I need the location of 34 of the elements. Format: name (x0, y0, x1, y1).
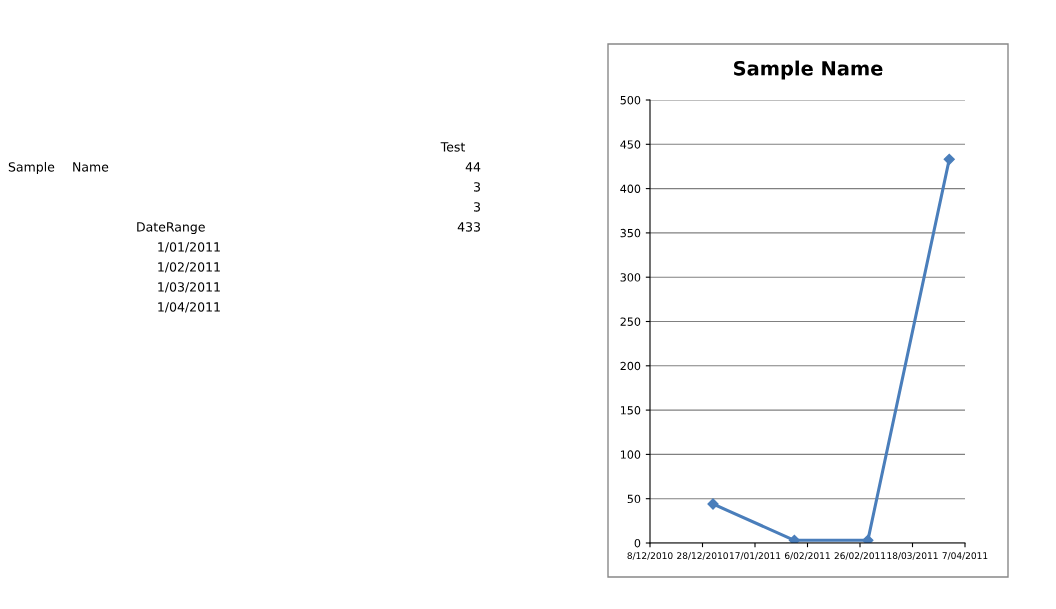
x-tick-label: 7/04/2011 (942, 552, 988, 560)
text: 3 (474, 202, 480, 212)
text: 1/01/2011 (158, 242, 220, 253)
text: DateRange (137, 222, 205, 235)
x-tick-label: 28/12/2010 (677, 552, 728, 560)
text: 1/03/2011 (158, 282, 220, 293)
point (943, 153, 955, 165)
text: 44 (465, 162, 481, 172)
y-tick-label: 0 (634, 538, 641, 548)
x-tick-label: 26/02/2011 (834, 552, 886, 560)
text: Test (440, 142, 466, 152)
y-tick-label: 250 (620, 317, 641, 326)
text: 1/02/2011 (158, 262, 220, 273)
text: 1/04/2011 (158, 302, 220, 313)
text: Name (73, 162, 109, 172)
text: Sample (8, 161, 55, 175)
y-tick-label: 350 (620, 228, 641, 238)
y-tick-label: 50 (627, 494, 641, 504)
point (862, 534, 874, 543)
chart-title: Sample Name (734, 60, 883, 80)
y-tick-label: 500 (620, 95, 641, 105)
y-tick-label: 300 (620, 273, 641, 282)
text: 3 (474, 182, 480, 192)
x-tick-label: 17/01/2011 (729, 552, 781, 560)
y-tick-label: 100 (620, 450, 641, 459)
y-tick-label: 200 (620, 361, 641, 371)
y-tick-label: 150 (620, 406, 641, 415)
x-tick-label: 6/02/2011 (784, 552, 830, 560)
y-tick-label: 400 (620, 184, 641, 193)
point (788, 534, 800, 543)
text: 433 (457, 222, 480, 232)
y-tick-label: 450 (620, 140, 641, 149)
x-tick-label: 8/12/2010 (627, 552, 673, 560)
x-tick-label: 18/03/2011 (887, 552, 938, 560)
